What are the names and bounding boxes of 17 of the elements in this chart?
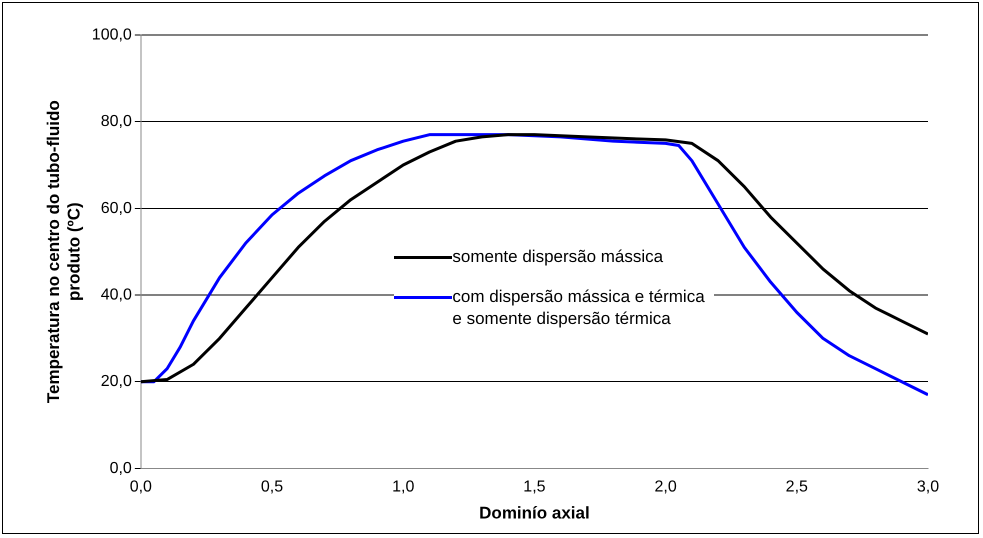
x-tick-label: 3,0 bbox=[916, 478, 940, 496]
x-tick-label: 2,0 bbox=[654, 478, 677, 496]
y-tick-label: 40,0 bbox=[100, 286, 132, 304]
x-axis-title: Dominío axial bbox=[479, 503, 590, 522]
x-tick-label: 1,0 bbox=[392, 478, 414, 496]
legend-label: com dispersão mássica e térmica e somente dispersão térmica bbox=[452, 286, 706, 330]
x-tick-label: 0,5 bbox=[260, 478, 284, 496]
y-tick-label: 0,0 bbox=[110, 460, 132, 477]
y-tick-label: 60,0 bbox=[100, 200, 132, 217]
x-tick-label: 2,5 bbox=[786, 478, 808, 496]
y-axis-title: Temperatura no centro do tubo-fluido produto (ºC) bbox=[44, 100, 84, 404]
y-tick-label: 20,0 bbox=[100, 373, 132, 390]
x-tick-label: 1,5 bbox=[523, 478, 546, 496]
legend-label: somente dispersão mássica bbox=[452, 246, 664, 268]
y-tick-label: 100,0 bbox=[92, 26, 132, 44]
y-tick-label: 80,0 bbox=[100, 113, 132, 130]
x-tick-label: 0,0 bbox=[130, 478, 152, 496]
